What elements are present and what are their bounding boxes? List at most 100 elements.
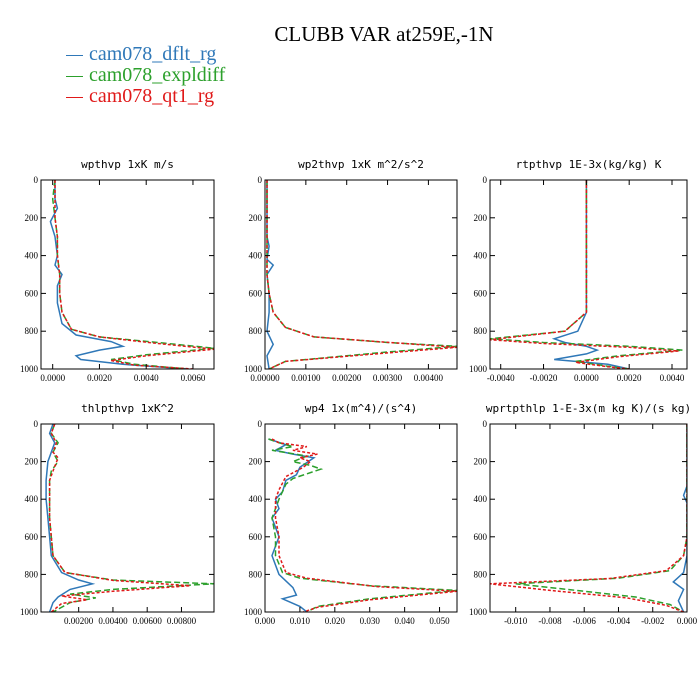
x-tick-label: 0.00300	[373, 373, 403, 383]
series-line-2-1	[266, 180, 275, 369]
y-tick-label: 600	[249, 532, 263, 542]
series-line-4-3	[48, 424, 191, 612]
y-tick-label: 0	[34, 175, 39, 185]
y-tick-label: 600	[249, 288, 263, 298]
y-tick-label: 600	[474, 288, 488, 298]
y-tick-label: 1000	[244, 364, 263, 374]
legend: cam078_dflt_rg cam078_expldiff cam078_qt…	[66, 44, 225, 107]
y-tick-label: 800	[474, 569, 488, 579]
x-tick-label: 0.00400	[98, 616, 128, 626]
x-tick-label: 0.00800	[167, 616, 197, 626]
y-tick-label: 400	[249, 494, 263, 504]
series-line-2-3	[266, 180, 457, 369]
y-tick-label: 800	[474, 326, 488, 336]
panel-title: wpthvp 1xK m/s	[81, 158, 174, 171]
series-line-3-2	[490, 180, 683, 369]
x-tick-label: 0.0060	[181, 373, 206, 383]
y-tick-label: 200	[474, 457, 488, 467]
legend-swatch-dflt	[66, 55, 83, 56]
x-tick-label: 0.0040	[134, 373, 159, 383]
panel-4: thlpthvp 1xK^2 0 200 400 600 800 1000 0.00200 0.…	[20, 402, 215, 626]
series-line-4-2	[48, 424, 214, 612]
panel-6: wprtpthlp 1-E-3x(m kg K)/(s kg) 0 200 400 60…	[469, 402, 698, 626]
x-tick-label: 0.000	[255, 616, 276, 626]
y-tick-label: 800	[249, 569, 263, 579]
legend-swatch-qt1	[66, 97, 83, 98]
y-tick-label: 400	[474, 251, 488, 261]
plot-frame	[40, 423, 215, 613]
plot-frame	[40, 179, 215, 370]
x-tick-label: 0.050	[429, 616, 450, 626]
y-tick-label: 1000	[469, 364, 488, 374]
series-line-5-1	[268, 438, 316, 612]
legend-label-qt1: cam078_qt1_rg	[89, 85, 215, 107]
y-tick-label: 600	[474, 532, 488, 542]
series-line-6-3	[490, 424, 687, 612]
x-tick-label: 0.00200	[64, 616, 94, 626]
panel-2: wp2thvp 1xK m^2/s^2020040060080010000.00…	[244, 158, 458, 383]
panel-3: rtpthvp 1E-3x(kg/kg) K02004006008001000-…	[469, 158, 688, 383]
y-tick-label: 200	[249, 213, 263, 223]
x-tick-label: 0.0020	[617, 373, 642, 383]
x-tick-label: 0.020	[325, 616, 346, 626]
panel-title: wprtpthlp 1-E-3x(m kg K)/(s kg)	[486, 402, 691, 415]
y-tick-label: 200	[249, 457, 263, 467]
x-tick-label: -0.004	[607, 616, 631, 626]
y-tick-label: 400	[25, 251, 39, 261]
y-tick-label: 800	[249, 326, 263, 336]
x-tick-label: 0.00000	[250, 373, 280, 383]
legend-entry-expl: cam078_expldiff	[66, 65, 225, 86]
x-tick-label: 0.040	[395, 616, 416, 626]
y-tick-label: 400	[25, 494, 39, 504]
y-tick-label: 1000	[20, 607, 39, 617]
series-line-5-3	[271, 438, 457, 612]
y-tick-label: 0	[483, 419, 488, 429]
y-tick-label: 0	[258, 419, 263, 429]
series-line-6-1	[672, 424, 687, 612]
x-tick-label: 0.00600	[133, 616, 163, 626]
chart-title: CLUBB VAR at259E,-1N	[274, 22, 494, 46]
x-tick-label: -0.010	[504, 616, 528, 626]
y-tick-label: 800	[25, 326, 39, 336]
y-tick-label: 1000	[244, 607, 263, 617]
x-tick-label: -0.002	[641, 616, 664, 626]
x-tick-label: 0.0020	[87, 373, 112, 383]
legend-entry-qt1: cam078_qt1_rg	[66, 86, 225, 107]
plot-frame	[489, 179, 688, 370]
x-tick-label: -0.0020	[530, 373, 558, 383]
x-tick-label: -0.0040	[487, 373, 515, 383]
y-tick-label: 200	[25, 457, 39, 467]
series-line-4-1	[45, 424, 96, 612]
x-tick-label: 0.030	[360, 616, 381, 626]
y-tick-label: 200	[25, 213, 39, 223]
panel-title: wp2thvp 1xK m^2/s^2	[298, 158, 424, 171]
y-tick-label: 0	[483, 175, 488, 185]
legend-label-expl: cam078_expldiff	[89, 64, 226, 86]
series-line-5-2	[268, 438, 457, 612]
panel-title: wp4 1x(m^4)/(s^4)	[305, 402, 418, 415]
y-tick-label: 600	[25, 288, 39, 298]
series-line-6-2	[515, 424, 687, 612]
x-tick-label: -0.008	[538, 616, 562, 626]
y-tick-label: 1000	[20, 364, 39, 374]
series-line-3-1	[551, 180, 630, 369]
legend-entry-dflt: cam078_dflt_rg	[66, 44, 225, 65]
x-tick-label: -0.006	[573, 616, 597, 626]
panel-title: thlpthvp 1xK^2	[81, 402, 174, 415]
y-tick-label: 0	[34, 419, 39, 429]
x-tick-label: 0.00200	[332, 373, 362, 383]
y-tick-label: 200	[474, 213, 488, 223]
x-tick-label: 0.0000	[574, 373, 599, 383]
plot-frame	[264, 179, 458, 370]
legend-label-dflt: cam078_dflt_rg	[89, 43, 217, 65]
x-tick-label: 0.00100	[291, 373, 321, 383]
series-line-1-1	[49, 180, 189, 369]
y-tick-label: 0	[258, 175, 263, 185]
plot-frame	[264, 423, 458, 613]
series-line-3-3	[490, 180, 679, 369]
x-tick-label: 0.0040	[660, 373, 685, 383]
x-tick-label: 0.0000	[40, 373, 65, 383]
x-tick-label: 0.010	[290, 616, 311, 626]
y-tick-label: 400	[474, 494, 488, 504]
